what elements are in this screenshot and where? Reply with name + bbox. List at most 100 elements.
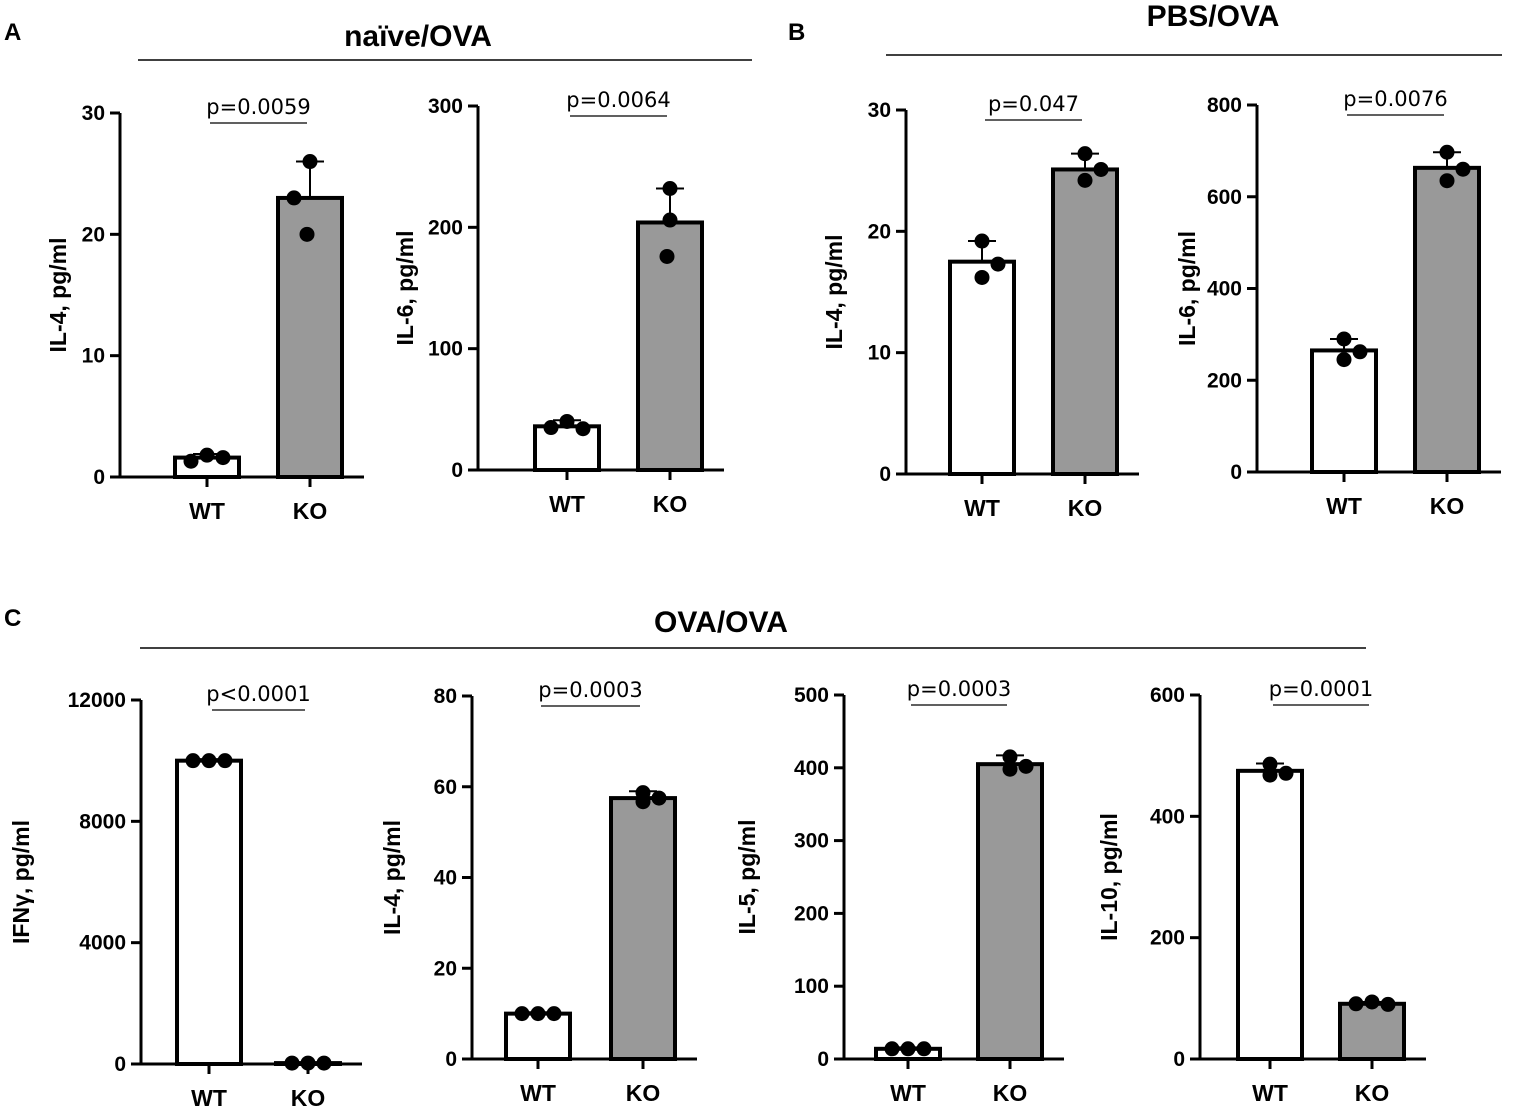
x-category-label: KO bbox=[993, 1080, 1028, 1106]
chart-6: 0 20 40 60 80 WT KO IL-4, pg/ml p=0.0003 bbox=[379, 678, 697, 1106]
y-axis-title: IL-5, pg/ml bbox=[734, 820, 760, 935]
data-point bbox=[662, 181, 678, 197]
data-point bbox=[1352, 344, 1368, 360]
y-tick-label: 4000 bbox=[79, 932, 126, 955]
data-point bbox=[215, 450, 231, 466]
data-point bbox=[1364, 994, 1380, 1010]
y-tick-label: 400 bbox=[794, 757, 829, 780]
data-point bbox=[1093, 161, 1109, 177]
y-tick-label: 200 bbox=[428, 216, 463, 239]
y-tick-label: 100 bbox=[794, 975, 829, 998]
p-value-label: p=0.047 bbox=[988, 92, 1079, 116]
data-point bbox=[543, 420, 559, 436]
y-axis-title: IFNγ, pg/ml bbox=[8, 820, 34, 944]
data-point bbox=[183, 453, 199, 469]
bar-wt bbox=[948, 259, 1016, 476]
data-point bbox=[201, 753, 217, 769]
y-tick-label: 0 bbox=[1230, 461, 1242, 484]
bar-ko bbox=[609, 796, 677, 1061]
panel-letter-c: C bbox=[4, 605, 21, 632]
p-value-label: p=0.0064 bbox=[566, 88, 670, 112]
data-point bbox=[575, 421, 591, 437]
data-point bbox=[1278, 765, 1294, 781]
x-category-label: WT bbox=[1252, 1080, 1288, 1106]
p-value-label: p=0.0059 bbox=[206, 95, 310, 119]
data-point bbox=[1439, 173, 1455, 189]
x-category-label: KO bbox=[1068, 495, 1103, 521]
x-category-label: KO bbox=[1430, 493, 1465, 519]
y-axis-title: IL-6, pg/ml bbox=[1174, 231, 1200, 346]
x-category-label: KO bbox=[653, 491, 688, 517]
data-point bbox=[284, 1055, 300, 1071]
y-tick-label: 60 bbox=[434, 776, 457, 799]
data-point bbox=[514, 1006, 530, 1022]
bar-ko bbox=[1413, 165, 1481, 474]
data-point bbox=[1439, 144, 1455, 160]
chart-2: 0 100 200 300 WT KO IL-6, pg/ml p=0.0064 bbox=[392, 88, 724, 517]
data-point bbox=[300, 1055, 316, 1071]
p-value-label: p=0.0076 bbox=[1343, 87, 1447, 111]
data-point bbox=[916, 1041, 932, 1057]
chart-7: 0 100 200 300 400 500 WT KO IL-5, pg/ml p=0.0003 bbox=[734, 677, 1064, 1106]
data-point bbox=[199, 447, 215, 463]
y-tick-label: 200 bbox=[1150, 927, 1185, 950]
y-tick-label: 600 bbox=[1207, 186, 1242, 209]
y-tick-label: 0 bbox=[93, 466, 105, 489]
chart-1: 0 10 20 30 WT KO IL-4, pg/ml p=0.0059 bbox=[45, 95, 364, 524]
x-category-label: KO bbox=[293, 498, 328, 524]
x-category-label: WT bbox=[964, 495, 1000, 521]
data-point bbox=[1077, 172, 1093, 188]
x-category-label: KO bbox=[626, 1080, 661, 1106]
y-tick-label: 0 bbox=[451, 459, 463, 482]
y-tick-label: 10 bbox=[82, 345, 105, 368]
y-axis-title: IL-4, pg/ml bbox=[379, 820, 405, 935]
chart-3: 0 10 20 30 WT KO IL-4, pg/ml p=0.047 bbox=[821, 92, 1139, 521]
x-category-label: WT bbox=[549, 491, 585, 517]
data-point bbox=[659, 248, 675, 264]
panel-letter-a: A bbox=[4, 19, 21, 46]
data-point bbox=[1380, 996, 1396, 1012]
bar-wt bbox=[1310, 348, 1378, 474]
bar-wt bbox=[175, 758, 243, 1067]
data-point bbox=[990, 256, 1006, 272]
y-tick-label: 300 bbox=[794, 830, 829, 853]
chart-8: 0 200 400 600 WT KO IL-10, pg/ml p=0.0001 bbox=[1096, 677, 1426, 1106]
y-tick-label: 0 bbox=[445, 1048, 457, 1071]
x-category-label: WT bbox=[890, 1080, 926, 1106]
y-tick-label: 20 bbox=[82, 223, 105, 246]
data-point bbox=[1002, 761, 1018, 777]
panel-title-a: naïve/OVA bbox=[344, 20, 492, 53]
bar-ko bbox=[636, 220, 704, 472]
panel-title-c: OVA/OVA bbox=[654, 606, 788, 639]
chart-5: 0 4000 8000 12000 WT KO IFNγ, pg/ml p<0.0001 bbox=[8, 682, 362, 1110]
y-tick-label: 300 bbox=[428, 95, 463, 118]
y-axis-title: IL-10, pg/ml bbox=[1096, 813, 1122, 941]
p-value-label: p=0.0003 bbox=[907, 677, 1011, 701]
data-point bbox=[286, 190, 302, 206]
y-axis-title: IL-4, pg/ml bbox=[45, 238, 71, 353]
data-point bbox=[974, 269, 990, 285]
y-tick-label: 600 bbox=[1150, 684, 1185, 707]
p-value-label: p<0.0001 bbox=[206, 682, 310, 706]
x-category-label: WT bbox=[1326, 493, 1362, 519]
y-tick-label: 30 bbox=[82, 102, 105, 125]
data-point bbox=[974, 233, 990, 249]
y-tick-label: 500 bbox=[794, 684, 829, 707]
p-value-label: p=0.0003 bbox=[538, 678, 642, 702]
y-tick-label: 0 bbox=[114, 1053, 126, 1076]
data-point bbox=[1262, 767, 1278, 783]
bar-ko bbox=[276, 195, 344, 480]
data-point bbox=[1262, 756, 1278, 772]
y-tick-label: 10 bbox=[868, 342, 891, 365]
bar-wt bbox=[533, 424, 601, 473]
data-point bbox=[1077, 146, 1093, 162]
y-tick-label: 0 bbox=[817, 1048, 829, 1071]
y-tick-label: 400 bbox=[1207, 278, 1242, 301]
y-tick-label: 12000 bbox=[68, 689, 126, 712]
x-category-label: WT bbox=[189, 498, 225, 524]
y-axis-title: IL-4, pg/ml bbox=[821, 235, 847, 350]
data-point bbox=[1348, 996, 1364, 1012]
chart-4: 0 200 400 600 800 WT KO IL-6, pg/ml p=0.0076 bbox=[1174, 87, 1501, 519]
data-point bbox=[217, 753, 233, 769]
